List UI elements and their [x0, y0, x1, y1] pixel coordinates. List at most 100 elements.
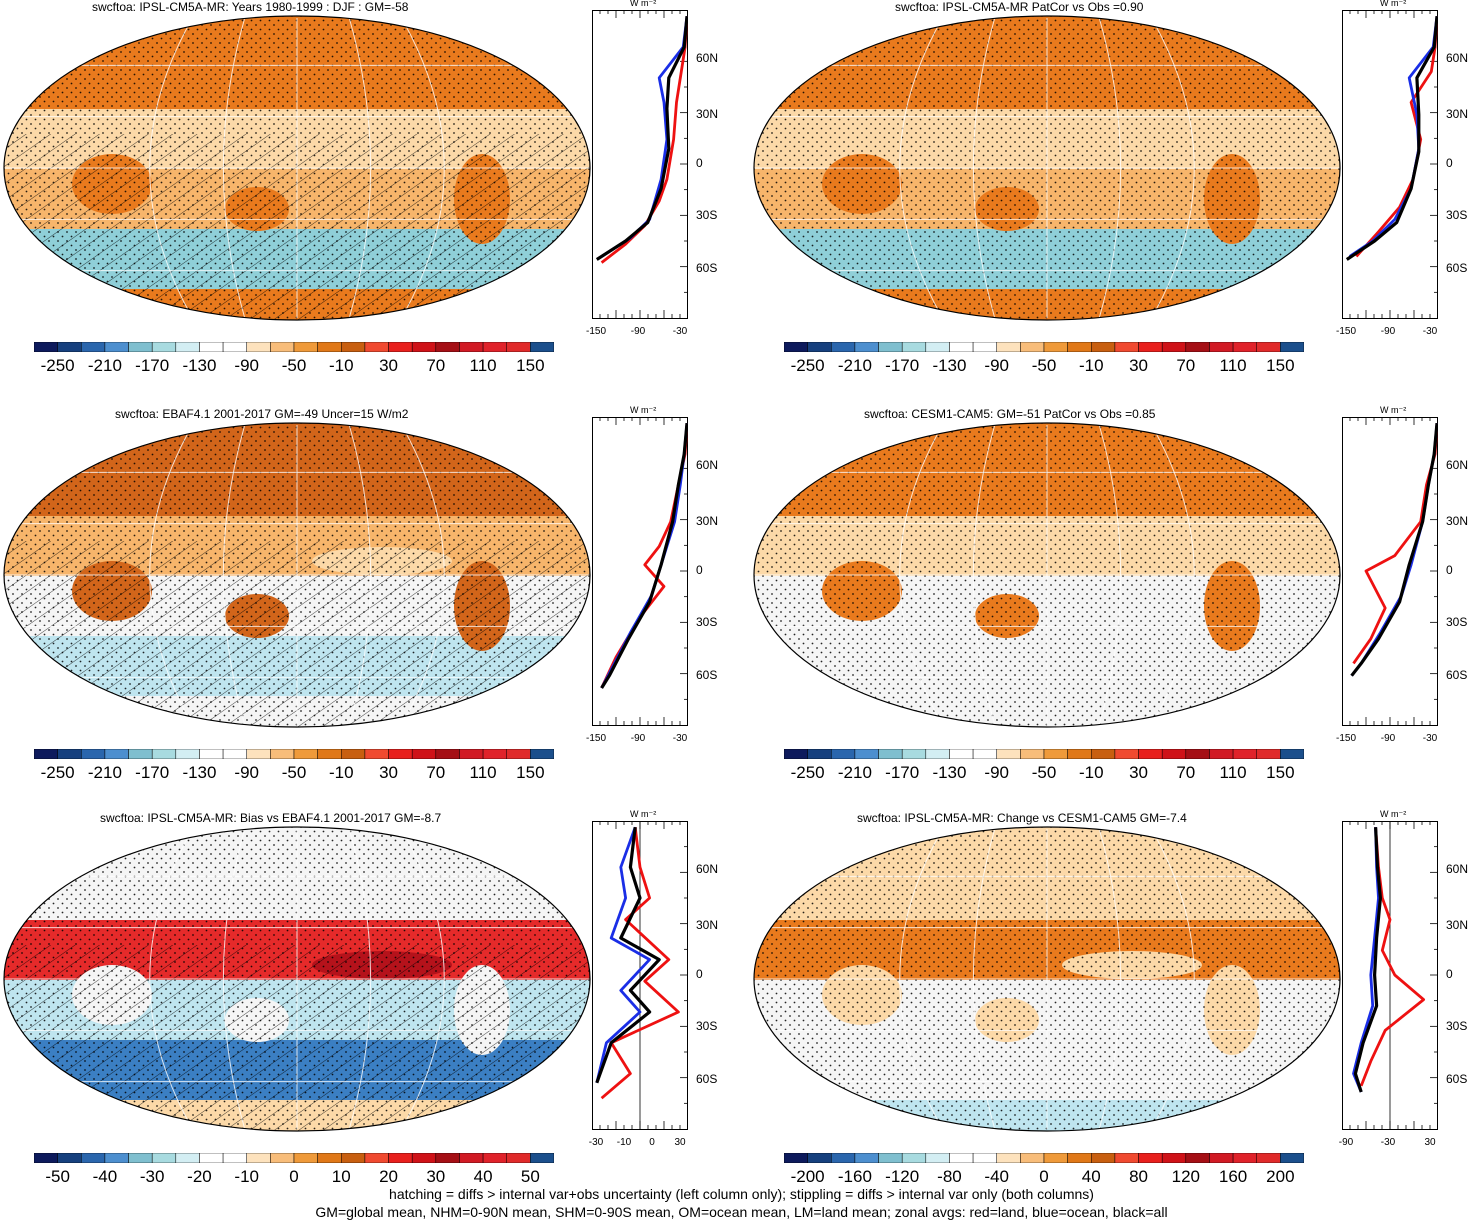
- colorbar-swatch: [972, 342, 997, 352]
- latitude-label: 0: [696, 563, 703, 577]
- colorbar-label: 150: [516, 356, 545, 375]
- colorbar-label: 200: [1266, 1167, 1295, 1186]
- colorbar-swatch: [151, 749, 177, 759]
- colorbar-swatch: [388, 1153, 413, 1163]
- colorbar-label: 150: [1266, 356, 1295, 375]
- zonal-land-curve: [1352, 423, 1438, 665]
- colorbar-swatch: [1280, 342, 1304, 352]
- zonal-frame: [1342, 417, 1438, 726]
- latitude-label: 30S: [1446, 615, 1468, 630]
- colorbar-swatch: [996, 342, 1021, 352]
- latitude-label: 60S: [696, 1071, 718, 1086]
- colorbar-swatch: [878, 749, 903, 759]
- latitude-label: 60S: [696, 260, 718, 275]
- colorbar-swatch: [784, 1153, 808, 1163]
- colorbar-swatch: [246, 342, 271, 352]
- colorbar-label: -130: [182, 356, 217, 375]
- zonal-mean-plot: [1342, 417, 1438, 726]
- zonal-all-curve: [595, 16, 688, 261]
- colorbar-swatch: [1138, 1153, 1163, 1163]
- colorbar-swatch: [364, 342, 389, 352]
- colorbar-label: -210: [87, 356, 122, 375]
- latitude-label: 0: [1446, 967, 1453, 981]
- colorbar-swatch: [1280, 1153, 1304, 1163]
- colorbar-swatch: [364, 1153, 389, 1163]
- map-border: [3, 15, 591, 321]
- zonal-xtick-label: 0: [649, 1137, 655, 1148]
- colorbar-swatch: [996, 1153, 1021, 1163]
- colorbar-swatch: [341, 1153, 366, 1163]
- latitude-label: 30N: [696, 513, 719, 528]
- colorbar-swatch: [411, 1153, 437, 1163]
- zonal-ocean-curve: [600, 423, 688, 689]
- latitude-label: 30N: [696, 106, 719, 121]
- colorbar-label: -20: [187, 1167, 212, 1186]
- colorbar-swatch: [57, 749, 82, 759]
- zonal-all-curve: [1353, 827, 1382, 1093]
- colorbar-swatch: [807, 749, 832, 759]
- colorbar-swatch: [925, 342, 950, 352]
- colorbar-swatch: [1232, 749, 1257, 759]
- colorbar-swatch: [1209, 749, 1234, 759]
- colorbar-swatch: [878, 342, 903, 352]
- colorbar-label: -10: [1078, 356, 1104, 375]
- colorbar-label: 20: [379, 1167, 398, 1186]
- colorbar-swatch: [388, 342, 413, 352]
- colorbar-label: 70: [1176, 763, 1196, 782]
- map-title: swcftoa: IPSL-CM5A-MR PatCor vs Obs =0.9…: [895, 0, 1144, 14]
- colorbar-swatch: [1067, 1153, 1092, 1163]
- colorbar-swatch: [996, 749, 1021, 759]
- footer-line-2: GM=global mean, NHM=0-90N mean, SHM=0-90…: [315, 1204, 1168, 1220]
- map-title: swcftoa: IPSL-CM5A-MR: Change vs CESM1-C…: [857, 811, 1187, 825]
- colorbar-label: -10: [328, 356, 354, 375]
- colorbar-label: -50: [281, 356, 307, 375]
- zonal-unit-label: W m⁻²: [630, 405, 657, 415]
- colorbar-label: -130: [182, 763, 217, 782]
- colorbar: [34, 342, 554, 352]
- zonal-xtick-label: 30: [674, 1137, 686, 1148]
- zonal-ocean-curve: [1350, 423, 1438, 677]
- colorbar: [34, 1153, 554, 1163]
- colorbar-swatch: [784, 342, 808, 352]
- colorbar-label: -90: [984, 763, 1010, 782]
- colorbar-swatch: [1161, 342, 1187, 352]
- colorbar-swatch: [222, 1153, 247, 1163]
- colorbar-swatch: [57, 1153, 82, 1163]
- colorbar-swatch: [435, 342, 460, 352]
- colorbar-label: 110: [469, 763, 497, 782]
- zonal-unit-label: W m⁻²: [630, 809, 657, 819]
- colorbar-swatch: [81, 1153, 106, 1163]
- zonal-ocean-curve: [1348, 16, 1438, 258]
- colorbar-label: -50: [45, 1167, 70, 1186]
- colorbar-swatch: [1185, 1153, 1210, 1163]
- colorbar-label: 150: [516, 763, 545, 782]
- zonal-xtick-label: -90: [1380, 326, 1396, 337]
- colorbar-swatch: [411, 342, 437, 352]
- latitude-label: 60S: [1446, 260, 1468, 275]
- latitude-label: 30N: [1446, 513, 1469, 528]
- colorbar-swatch: [317, 749, 342, 759]
- colorbar-swatch: [435, 749, 460, 759]
- colorbar-swatch: [270, 1153, 295, 1163]
- zonal-xtick-label: -90: [1380, 733, 1396, 744]
- colorbar-label: -130: [932, 763, 967, 782]
- colorbar-swatch: [482, 342, 507, 352]
- zonal-ocean-curve: [595, 826, 651, 1084]
- latitude-label: 60N: [696, 862, 719, 877]
- colorbar-label: -120: [885, 1167, 920, 1186]
- colorbar-swatch: [1043, 342, 1068, 352]
- colorbar-swatch: [784, 749, 808, 759]
- latitude-label: 30S: [696, 1019, 718, 1034]
- map-border: [753, 15, 1341, 321]
- colorbar-swatch: [34, 342, 58, 352]
- latitude-label: 60N: [1446, 51, 1469, 66]
- zonal-xtick-label: 30: [1424, 1137, 1436, 1148]
- colorbar-swatch: [128, 342, 153, 352]
- colorbar-swatch: [506, 1153, 531, 1163]
- colorbar-swatch: [1256, 749, 1281, 759]
- colorbar-swatch: [1020, 342, 1045, 352]
- colorbar-swatch: [222, 749, 247, 759]
- colorbar-label: 80: [1129, 1167, 1148, 1186]
- colorbar-label: -40: [984, 1167, 1010, 1186]
- colorbar-label: -200: [790, 1167, 825, 1186]
